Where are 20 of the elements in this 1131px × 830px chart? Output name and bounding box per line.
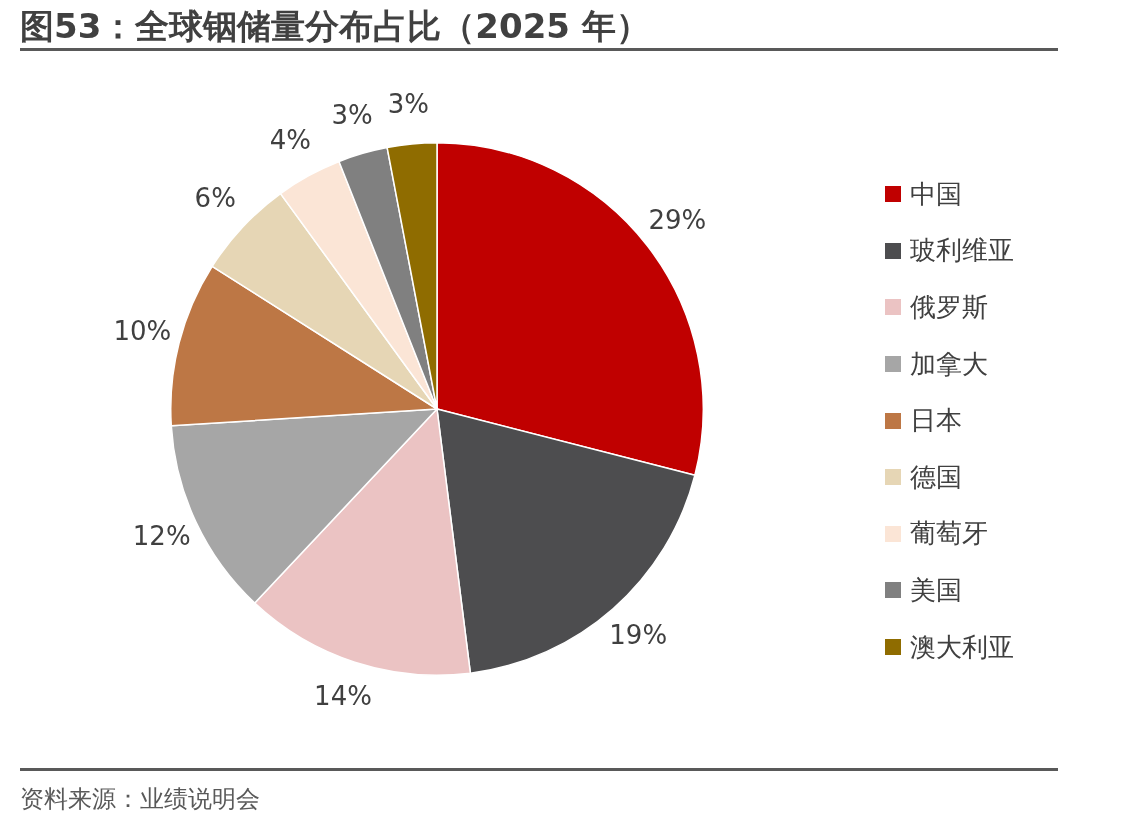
data-label: 19% (609, 619, 668, 650)
legend-label: 葡萄牙 (910, 517, 988, 551)
data-label: 4% (269, 125, 312, 156)
legend-label: 美国 (910, 573, 962, 607)
legend-label: 日本 (910, 404, 962, 438)
data-label: 6% (194, 183, 236, 214)
legend-label: 玻利维亚 (910, 234, 1014, 268)
legend-label: 德国 (910, 460, 962, 494)
data-label: 3% (331, 99, 373, 130)
data-label: 29% (648, 205, 707, 236)
chart-title: 图53：全球铟储量分布占比（2025 年） (20, 5, 650, 48)
legend-label: 中国 (910, 177, 962, 211)
legend-label: 澳大利亚 (910, 630, 1014, 664)
data-label: 14% (314, 681, 372, 712)
data-label: 3% (387, 88, 429, 119)
data-label: 10% (113, 316, 172, 347)
legend-label: 加拿大 (910, 347, 988, 381)
text: 资料来源：业绩说明会 (20, 784, 260, 815)
legend-label: 俄罗斯 (910, 291, 988, 324)
data-label: 12% (132, 521, 191, 552)
